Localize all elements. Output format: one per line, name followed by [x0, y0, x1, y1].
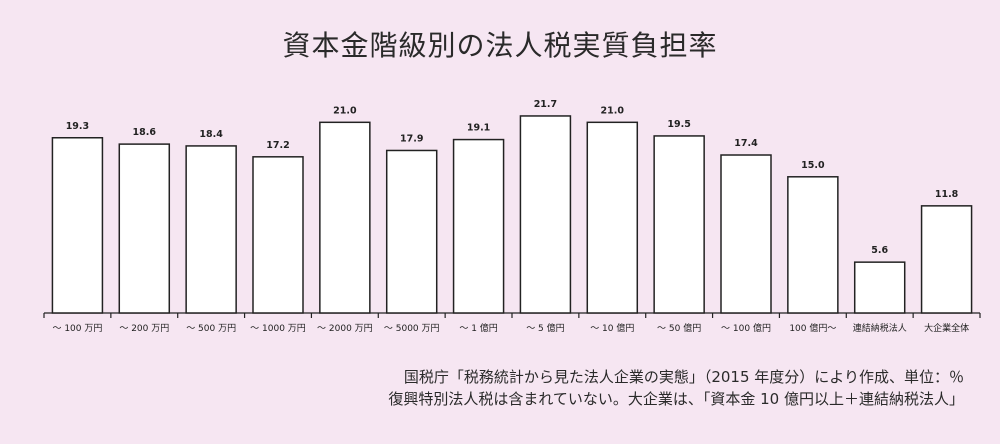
- category-label-7: ～ 5 億円: [526, 322, 564, 334]
- category-label-1: ～ 200 万円: [119, 323, 169, 334]
- source-note-line-1: 国税庁「税務統計から見た法人企業の実態」（2015 年度分）により作成、単位：％: [403, 368, 964, 386]
- category-label-6: ～ 1 億円: [459, 322, 497, 334]
- value-label-8: 21.0: [601, 105, 625, 116]
- value-label-13: 11.8: [935, 189, 959, 200]
- value-label-3: 17.2: [266, 140, 289, 151]
- category-label-5: ～ 5000 万円: [384, 323, 440, 334]
- value-label-4: 21.0: [333, 105, 357, 116]
- chart-title: 資本金階級別の法人税実質負担率: [282, 29, 718, 62]
- bar-6: [452, 138, 505, 314]
- value-label-10: 17.4: [734, 138, 758, 149]
- category-label-12: 連結納税法人: [853, 322, 907, 334]
- bar-8: [586, 121, 639, 314]
- value-label-9: 19.5: [667, 119, 690, 130]
- value-label-6: 19.1: [467, 123, 490, 134]
- value-label-1: 18.6: [133, 127, 157, 138]
- bar-2: [185, 145, 237, 314]
- value-label-12: 5.6: [871, 245, 888, 256]
- value-label-0: 19.3: [66, 121, 89, 132]
- bar-5: [385, 149, 438, 314]
- bar-11: [787, 176, 839, 314]
- bar-3: [252, 156, 304, 314]
- value-label-11: 15.0: [801, 160, 825, 171]
- source-note-line-2: 復興特別法人税は含まれていない。大企業は、「資本金 10 億円以上＋連結納税法人…: [388, 390, 964, 408]
- category-label-8: ～ 10 億円: [590, 322, 634, 334]
- category-label-3: ～ 1000 万円: [250, 323, 306, 334]
- source-note: 国税庁「税務統計から見た法人企業の実態」（2015 年度分）により作成、単位：％…: [388, 366, 964, 410]
- category-label-10: ～ 100 億円: [721, 322, 771, 334]
- category-label-2: ～ 500 万円: [186, 323, 236, 334]
- category-label-4: ～ 2000 万円: [317, 323, 373, 334]
- value-label-7: 21.7: [534, 99, 557, 110]
- category-label-0: ～ 100 万円: [52, 323, 102, 334]
- bar-12: [853, 261, 906, 314]
- category-label-11: 100 億円～: [789, 322, 836, 334]
- value-label-2: 18.4: [199, 129, 223, 140]
- bar-7: [519, 115, 572, 314]
- bar-10: [720, 154, 772, 314]
- bar-4: [319, 121, 371, 314]
- bar-13: [920, 205, 973, 314]
- value-label-5: 17.9: [400, 133, 423, 144]
- bar-0: [51, 137, 104, 314]
- category-label-9: ～ 50 億円: [657, 322, 701, 334]
- bar-9: [653, 135, 705, 314]
- category-label-13: 大企業全体: [924, 322, 969, 334]
- bar-1: [118, 143, 171, 314]
